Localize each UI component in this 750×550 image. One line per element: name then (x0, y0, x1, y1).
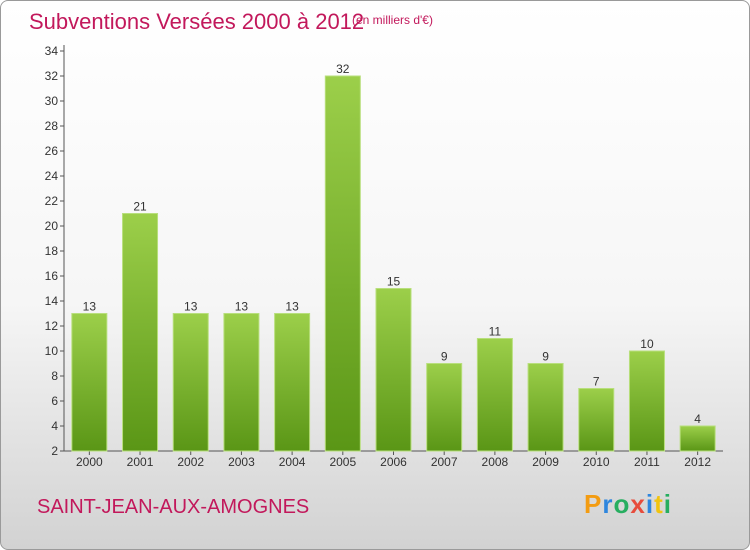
logo-letter: t (654, 489, 664, 519)
bar-value-label: 11 (489, 325, 502, 339)
y-tick-label: 22 (45, 194, 59, 208)
x-tick-label: 2002 (177, 455, 204, 469)
y-tick-label: 4 (51, 419, 58, 433)
logo-letter: x (630, 489, 646, 519)
x-tick-label: 2010 (583, 455, 610, 469)
x-tick-label: 2007 (431, 455, 458, 469)
bar-2011 (628, 350, 665, 452)
logo-letter: o (613, 489, 631, 519)
y-tick-label: 20 (45, 219, 59, 233)
x-tick-label: 2004 (279, 455, 306, 469)
bar-2002 (172, 313, 209, 452)
bar-value-label: 9 (441, 350, 448, 364)
y-tick-label: 14 (45, 294, 59, 308)
commune-name: SAINT-JEAN-AUX-AMOGNES (37, 496, 310, 518)
y-tick-label: 30 (45, 94, 59, 108)
x-tick-label: 2009 (532, 455, 559, 469)
bar-value-label: 7 (593, 375, 600, 389)
bar-2005 (324, 75, 361, 452)
bar-value-label: 13 (184, 300, 198, 314)
y-tick-label: 10 (45, 344, 59, 358)
bar-2009 (527, 363, 564, 452)
bar-value-label: 32 (336, 62, 350, 76)
y-tick-label: 16 (45, 269, 59, 283)
bar-2008 (476, 338, 513, 452)
bar-value-label: 13 (285, 300, 299, 314)
bar-2001 (122, 213, 159, 452)
bar-value-label: 13 (235, 300, 249, 314)
x-tick-label: 2006 (380, 455, 407, 469)
chart-title: Subventions Versées 2000 à 2012 (29, 9, 365, 34)
y-tick-label: 8 (51, 369, 58, 383)
bar-value-label: 10 (640, 337, 654, 351)
y-tick-label: 32 (45, 69, 59, 83)
bar-value-label: 9 (542, 350, 549, 364)
bar-2010 (578, 388, 615, 452)
x-tick-label: 2012 (684, 455, 711, 469)
logo-letter: i (645, 489, 655, 519)
x-tick-label: 2000 (76, 455, 103, 469)
bar-2012 (679, 425, 716, 452)
proxiti-logo: Proxiti (584, 489, 672, 520)
x-tick-label: 2001 (127, 455, 154, 469)
logo-letter: i (663, 489, 672, 519)
x-tick-label: 2011 (634, 455, 660, 469)
bar-value-label: 21 (133, 200, 147, 214)
y-tick-label: 18 (45, 244, 59, 258)
y-tick-label: 24 (45, 169, 59, 183)
x-tick-label: 2005 (329, 455, 356, 469)
logo-letter: r (602, 489, 614, 519)
y-tick-label: 6 (51, 394, 58, 408)
y-tick-label: 2 (51, 444, 58, 458)
y-tick-label: 28 (45, 119, 59, 133)
y-tick-label: 34 (45, 44, 59, 58)
y-tick-label: 12 (45, 319, 59, 333)
chart-unit-note: (en milliers d'€) (352, 13, 433, 27)
y-tick-label: 26 (45, 144, 59, 158)
bars: 13 21 13 13 13 32 15 9 11 9 7 10 4 (71, 62, 716, 452)
bar-2003 (223, 313, 260, 452)
bar-value-label: 15 (387, 275, 401, 289)
bar-value-label: 13 (83, 300, 97, 314)
x-tick-label: 2008 (482, 455, 509, 469)
logo-letter: P (584, 489, 603, 519)
bar-2000 (71, 313, 108, 452)
bar-2004 (274, 313, 311, 452)
bar-value-label: 4 (694, 412, 701, 426)
bar-2007 (426, 363, 463, 452)
x-tick-label: 2003 (228, 455, 255, 469)
bar-2006 (375, 288, 412, 452)
